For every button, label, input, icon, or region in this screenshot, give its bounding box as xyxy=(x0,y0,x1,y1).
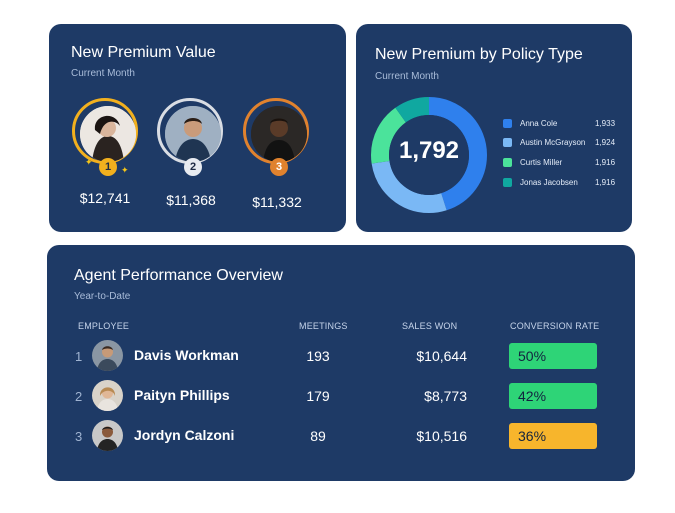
rank-badge-3: 3 xyxy=(270,158,288,176)
row-rank: 2 xyxy=(75,389,83,404)
leader-avatar-2[interactable]: 2 xyxy=(157,98,223,176)
sparkle-icon: ✦ xyxy=(85,157,93,167)
employee-name: Davis Workman xyxy=(134,347,239,363)
employee-name: Jordyn Calzoni xyxy=(134,427,235,443)
meetings-value: 179 xyxy=(306,388,330,404)
column-header-sales-won[interactable]: SALES WON xyxy=(402,321,458,331)
donut-chart[interactable] xyxy=(368,94,490,216)
column-header-conversion-rate[interactable]: CONVERSION RATE xyxy=(510,321,600,331)
sales-value: $10,644 xyxy=(416,348,467,364)
donut-total: 1,792 xyxy=(398,137,460,164)
meetings-value: 193 xyxy=(306,348,330,364)
legend-value: 1,924 xyxy=(595,138,616,147)
legend-item-anna-cole[interactable]: Anna Cole 1,933 xyxy=(503,117,623,131)
column-header-employee[interactable]: EMPLOYEE xyxy=(78,321,130,331)
row-rank: 3 xyxy=(75,429,83,444)
table-row[interactable]: 1 Davis Workman 193 $10,644 50% xyxy=(47,336,635,376)
legend-swatch xyxy=(503,178,512,187)
premium-card-subtitle: Current Month xyxy=(71,68,135,79)
leader-avatar-3[interactable]: 3 xyxy=(243,98,309,176)
sales-value: $8,773 xyxy=(424,388,467,404)
legend-name: Anna Cole xyxy=(520,119,558,128)
leader-amount-1: $12,741 xyxy=(79,190,131,206)
premium-value-card: New Premium Value Current Month 1 ✦ ✦ $1… xyxy=(49,24,346,232)
avatar xyxy=(251,106,307,162)
agents-card-title: Agent Performance Overview xyxy=(74,267,283,284)
legend-value: 1,933 xyxy=(595,119,616,128)
avatar xyxy=(92,340,123,371)
policy-card-subtitle: Current Month xyxy=(375,71,439,82)
row-rank: 1 xyxy=(75,349,83,364)
legend-item-jonas-jacobsen[interactable]: Jonas Jacobsen 1,916 xyxy=(503,176,623,190)
leader-avatar-1[interactable]: 1 ✦ ✦ xyxy=(72,98,138,176)
sparkle-icon: ✦ xyxy=(121,165,129,175)
conversion-rate-badge: 42% xyxy=(509,383,597,409)
policy-card-title: New Premium by Policy Type xyxy=(375,46,583,63)
rank-badge-2: 2 xyxy=(184,158,202,176)
table-row[interactable]: 3 Jordyn Calzoni 89 $10,516 36% xyxy=(47,416,635,456)
meetings-value: 89 xyxy=(310,428,326,444)
table-row[interactable]: 2 Paityn Phillips 179 $8,773 42% xyxy=(47,376,635,416)
avatar xyxy=(165,106,221,162)
donut-segment-austin-mcgrayson xyxy=(371,97,487,213)
leader-amount-2: $11,368 xyxy=(166,192,216,208)
legend-value: 1,916 xyxy=(595,178,616,187)
legend-swatch xyxy=(503,119,512,128)
avatar xyxy=(92,420,123,451)
premium-card-title: New Premium Value xyxy=(71,44,216,61)
agents-card-subtitle: Year-to-Date xyxy=(74,291,131,302)
legend-value: 1,916 xyxy=(595,158,616,167)
avatar xyxy=(92,380,123,411)
employee-name: Paityn Phillips xyxy=(134,387,230,403)
policy-type-card: New Premium by Policy Type Current Month… xyxy=(356,24,632,232)
avatar xyxy=(80,106,136,162)
legend-swatch xyxy=(503,158,512,167)
legend-item-austin-mcgrayson[interactable]: Austin McGrayson 1,924 xyxy=(503,136,623,150)
conversion-rate-badge: 50% xyxy=(509,343,597,369)
legend-item-curtis-miller[interactable]: Curtis Miller 1,916 xyxy=(503,156,623,170)
sales-value: $10,516 xyxy=(416,428,467,444)
rank-badge-1: 1 xyxy=(99,158,117,176)
column-header-meetings[interactable]: MEETINGS xyxy=(299,321,348,331)
donut-segment-jonas-jacobsen xyxy=(371,97,487,213)
leader-amount-3: $11,332 xyxy=(252,194,302,210)
conversion-rate-badge: 36% xyxy=(509,423,597,449)
legend-swatch xyxy=(503,138,512,147)
donut-segment-curtis-miller xyxy=(371,97,487,213)
legend-name: Curtis Miller xyxy=(520,158,563,167)
legend-name: Jonas Jacobsen xyxy=(520,178,578,187)
agent-performance-card: Agent Performance Overview Year-to-Date … xyxy=(47,245,635,481)
legend-name: Austin McGrayson xyxy=(520,138,586,147)
